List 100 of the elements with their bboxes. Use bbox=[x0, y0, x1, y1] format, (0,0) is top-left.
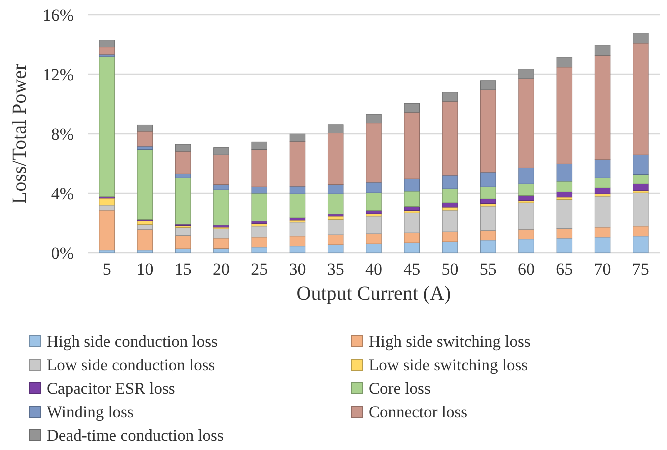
bar bbox=[442, 232, 458, 242]
bar bbox=[556, 67, 573, 164]
bar bbox=[328, 133, 344, 185]
bar bbox=[328, 184, 344, 194]
bar bbox=[366, 234, 382, 244]
bar bbox=[480, 198, 496, 204]
bar bbox=[214, 184, 230, 190]
bar bbox=[252, 226, 268, 238]
y-axis-title: Loss/Total Power bbox=[9, 64, 31, 204]
bar bbox=[137, 131, 154, 147]
bar bbox=[404, 103, 420, 113]
legend-label: Core loss bbox=[369, 379, 431, 398]
bar bbox=[137, 229, 154, 251]
bar bbox=[594, 178, 611, 188]
bar bbox=[442, 175, 458, 190]
bar bbox=[366, 210, 382, 214]
bar bbox=[137, 224, 154, 230]
bar bbox=[594, 227, 611, 238]
y-tick-label: 0% bbox=[51, 244, 74, 263]
y-tick-label: 16% bbox=[42, 6, 74, 25]
bar bbox=[442, 92, 458, 102]
bar bbox=[137, 124, 154, 132]
x-tick-label: 35 bbox=[327, 260, 344, 279]
y-tick-label: 12% bbox=[42, 65, 74, 84]
x-tick-label: 65 bbox=[556, 260, 574, 279]
bar bbox=[366, 192, 382, 212]
bar bbox=[594, 55, 611, 160]
x-axis-title: Output Current (A) bbox=[296, 283, 452, 305]
bar bbox=[328, 244, 344, 254]
bar bbox=[99, 250, 115, 254]
bar bbox=[518, 200, 534, 204]
bar bbox=[99, 47, 115, 55]
bar bbox=[442, 210, 458, 232]
bar bbox=[480, 186, 496, 200]
bar bbox=[556, 199, 573, 230]
bar bbox=[290, 134, 306, 142]
bar bbox=[633, 226, 649, 237]
bar bbox=[404, 242, 420, 254]
bar bbox=[404, 212, 420, 234]
bar bbox=[290, 194, 306, 218]
bar bbox=[404, 206, 420, 212]
bar bbox=[633, 236, 649, 254]
bar bbox=[404, 178, 420, 192]
bar bbox=[442, 188, 458, 204]
bar bbox=[366, 114, 382, 124]
legend-label: Dead-time conduction loss bbox=[47, 426, 224, 445]
bar bbox=[366, 216, 382, 234]
x-tick-label: 45 bbox=[404, 260, 421, 279]
legend-label: Winding loss bbox=[47, 402, 134, 422]
bar bbox=[404, 191, 420, 207]
bar bbox=[175, 174, 192, 178]
bar bbox=[137, 250, 154, 254]
x-tick-label: 25 bbox=[251, 260, 268, 279]
bar bbox=[480, 240, 496, 254]
legend-label: Low side switching loss bbox=[369, 356, 528, 374]
x-tick-label: 30 bbox=[289, 260, 306, 279]
bar bbox=[214, 148, 230, 156]
bar bbox=[594, 160, 611, 178]
bar bbox=[290, 222, 306, 237]
bar bbox=[480, 204, 496, 207]
x-tick-label: 10 bbox=[136, 260, 154, 279]
bar bbox=[633, 174, 649, 184]
bar bbox=[518, 239, 534, 254]
bar bbox=[252, 247, 268, 254]
bar bbox=[556, 228, 573, 239]
bar bbox=[328, 194, 344, 215]
bar bbox=[480, 206, 496, 231]
bar bbox=[518, 184, 534, 196]
x-tick-label: 40 bbox=[366, 260, 382, 279]
bar bbox=[518, 229, 534, 240]
bar bbox=[556, 57, 573, 68]
legend-label: Capacitor ESR loss bbox=[47, 379, 176, 398]
bar bbox=[556, 181, 573, 192]
bar bbox=[252, 237, 268, 248]
bar bbox=[175, 227, 192, 236]
bar bbox=[175, 178, 192, 225]
bar bbox=[252, 193, 268, 222]
bar bbox=[518, 195, 534, 202]
bar bbox=[633, 43, 649, 156]
bar bbox=[290, 186, 306, 194]
bar bbox=[594, 196, 611, 228]
bar bbox=[214, 238, 230, 249]
bar bbox=[633, 190, 649, 194]
bar bbox=[328, 216, 344, 220]
bar bbox=[99, 210, 115, 251]
bar bbox=[480, 230, 496, 241]
bar bbox=[366, 123, 382, 183]
legend-label: Low side conduction loss bbox=[47, 356, 216, 374]
bar bbox=[252, 150, 268, 188]
bar bbox=[404, 232, 420, 244]
bar bbox=[290, 141, 306, 187]
bar bbox=[99, 40, 115, 48]
bar bbox=[518, 69, 534, 80]
bar bbox=[594, 237, 611, 254]
bar bbox=[252, 142, 268, 150]
bar bbox=[518, 202, 534, 230]
bar bbox=[328, 124, 344, 134]
x-tick-label: 55 bbox=[480, 260, 497, 279]
x-tick-label: 20 bbox=[212, 260, 230, 279]
bar bbox=[442, 242, 458, 254]
